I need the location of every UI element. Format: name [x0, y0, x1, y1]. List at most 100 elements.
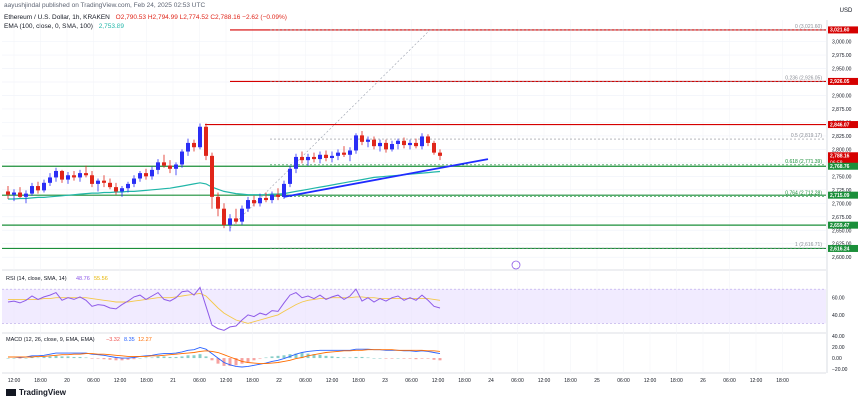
- macd-histogram-bar: [336, 356, 340, 359]
- macd-histogram-bar: [84, 357, 88, 359]
- event-marker-icon: [511, 260, 521, 270]
- rsi-legend-value: 48.76: [76, 276, 90, 282]
- candle-body: [294, 156, 298, 169]
- candle-body: [156, 162, 160, 170]
- tradingview-logo-text: TradingView: [19, 388, 66, 397]
- time-tick-label: 12:00: [220, 378, 233, 384]
- macd-histogram-bar: [396, 358, 400, 359]
- macd-signal-line: [8, 349, 441, 365]
- macd-histogram-bar: [432, 358, 436, 360]
- candle-body: [168, 165, 172, 169]
- macd-histogram-bar: [102, 358, 106, 360]
- time-tick-label: 21: [170, 378, 176, 384]
- price-tick-label: 2,950.00: [832, 67, 852, 73]
- time-tick-label: 18:00: [670, 378, 683, 384]
- macd-histogram-bar: [138, 358, 142, 359]
- price-tick-label: 2,625.00: [832, 242, 852, 248]
- macd-tick-label: 20.00: [832, 345, 845, 351]
- macd-histogram-bar: [48, 356, 52, 359]
- candle-body: [360, 135, 364, 142]
- candle-body: [366, 139, 370, 142]
- candle-body: [30, 186, 34, 194]
- time-tick-label: 06:00: [617, 378, 630, 384]
- macd-histogram-bar: [66, 356, 70, 359]
- candle-body: [258, 197, 262, 204]
- time-tick-label: 06:00: [511, 378, 524, 384]
- macd-histogram-bar: [300, 353, 304, 359]
- price-tag: [828, 26, 858, 34]
- candle-body: [54, 170, 58, 178]
- candle-body: [102, 180, 106, 183]
- macd-histogram-bar: [342, 357, 346, 359]
- candle-body: [312, 156, 316, 160]
- macd-histogram-bar: [156, 356, 160, 359]
- macd-histogram-bar: [438, 358, 442, 361]
- rsi-legend-ma-value: 55.56: [94, 276, 108, 282]
- time-tick-label: 18:00: [34, 378, 47, 384]
- candle-body: [108, 182, 112, 188]
- candle-body: [222, 208, 226, 225]
- candle-body: [288, 168, 292, 184]
- candle-body: [6, 191, 10, 195]
- macd-histogram-bar: [318, 354, 322, 359]
- macd-histogram-bar: [264, 357, 268, 359]
- price-tag-label: 2,768.76: [830, 164, 850, 170]
- tradingview-logo[interactable]: TradingView: [6, 388, 66, 397]
- candle-body: [246, 200, 250, 209]
- candle-body: [186, 142, 190, 152]
- time-tick-label: 06:00: [87, 378, 100, 384]
- price-tick-label: 2,800.00: [832, 147, 852, 153]
- candle-body: [36, 186, 40, 191]
- macd-histogram-bar: [360, 356, 364, 359]
- candle-body: [120, 188, 124, 192]
- macd-histogram-bar: [216, 358, 220, 364]
- macd-histogram-bar: [144, 357, 148, 359]
- price-tag-label: 3,021.60: [830, 28, 850, 34]
- macd-histogram-bar: [324, 355, 328, 359]
- candle-body: [150, 169, 154, 177]
- macd-histogram-bar: [120, 358, 124, 361]
- macd-histogram-bar: [6, 358, 10, 359]
- macd-legend-signal-value: 12.27: [138, 337, 152, 343]
- candle-body: [192, 142, 196, 148]
- ema-legend[interactable]: EMA (100, close, 0, SMA, 100) 2,753.89: [4, 23, 124, 31]
- candle-body: [204, 126, 208, 156]
- macd-histogram-bar: [42, 356, 46, 359]
- candle-body: [264, 197, 268, 201]
- candle-body: [324, 154, 328, 159]
- macd-histogram-bar: [246, 358, 250, 362]
- macd-histogram-bar: [126, 358, 130, 360]
- time-tick-label: 06:00: [405, 378, 418, 384]
- time-tick-label: 06:00: [723, 378, 736, 384]
- candle-body: [24, 193, 28, 197]
- candle-body: [84, 173, 88, 176]
- time-tick-label: 18:00: [352, 378, 365, 384]
- price-tag-label: 2,659.47: [830, 223, 850, 229]
- price-tick-label: 2,700.00: [832, 201, 852, 207]
- candle-body: [372, 139, 376, 147]
- symbol-title[interactable]: Ethereum / U.S. Dollar, 1h, KRAKEN: [4, 14, 110, 21]
- price-tag-label: 2,715.09: [830, 193, 850, 199]
- macd-histogram-bar: [108, 358, 112, 360]
- price-tick-label: 3,000.00: [832, 40, 852, 46]
- time-tick-label: 12:00: [538, 378, 551, 384]
- candle-body: [342, 152, 346, 155]
- candle-body: [144, 173, 148, 177]
- candle-body: [438, 152, 442, 156]
- macd-histogram-bar: [390, 358, 394, 359]
- time-tick-label: 12:00: [8, 378, 21, 384]
- candle-body: [174, 164, 178, 169]
- candle-body: [300, 156, 304, 161]
- price-tick-label: 2,725.00: [832, 188, 852, 194]
- macd-histogram-bar: [258, 358, 262, 359]
- candle-body: [78, 173, 82, 178]
- candle-body: [12, 192, 16, 195]
- macd-histogram-bar: [204, 356, 208, 359]
- time-tick-label: 06:00: [299, 378, 312, 384]
- macd-histogram-bar: [420, 358, 424, 359]
- macd-histogram-bar: [294, 353, 298, 359]
- macd-histogram-bar: [162, 356, 166, 359]
- macd-histogram-bar: [174, 356, 178, 359]
